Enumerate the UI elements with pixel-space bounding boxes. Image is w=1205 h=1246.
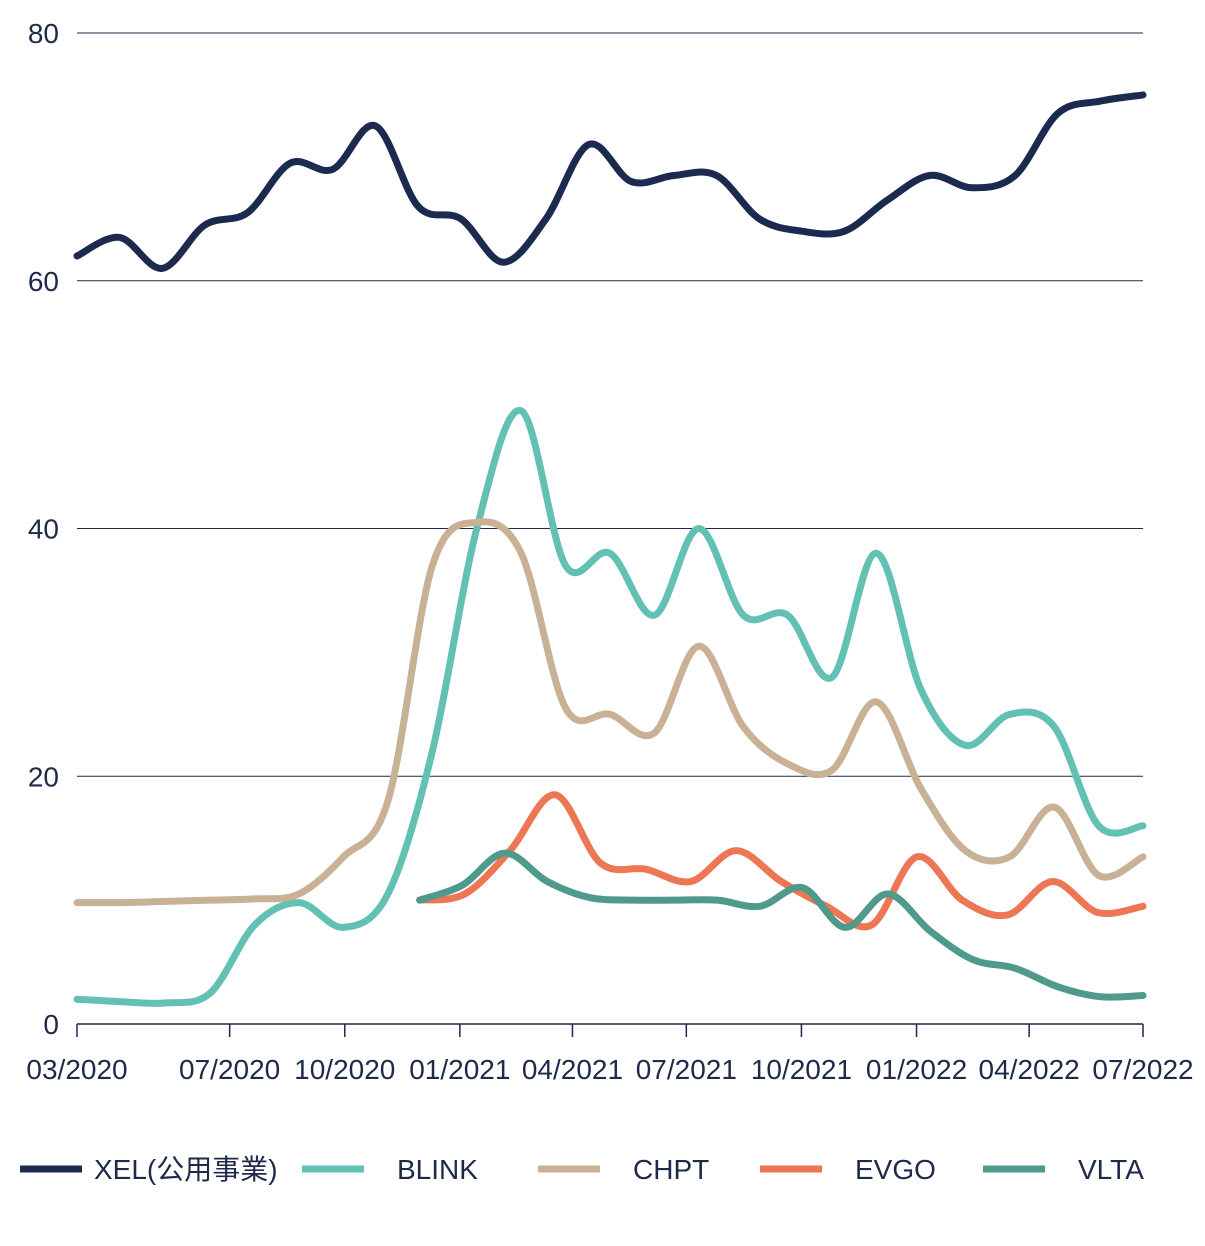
y-tick-label: 0 xyxy=(43,1009,59,1040)
y-tick-label: 80 xyxy=(28,18,59,49)
legend-label-blink: BLINK xyxy=(397,1154,478,1185)
x-tick-label: 01/2022 xyxy=(866,1054,967,1085)
x-tick-label: 10/2020 xyxy=(294,1054,395,1085)
legend-label-chpt: CHPT xyxy=(633,1154,709,1185)
series-line-chpt xyxy=(73,518,1147,907)
series-lines xyxy=(73,91,1147,1007)
grid-lines xyxy=(77,32,1143,777)
series-line-xel xyxy=(73,91,1147,272)
series-line-blink xyxy=(73,407,1147,1007)
x-tick-label: 07/2020 xyxy=(179,1054,280,1085)
y-tick-label: 20 xyxy=(28,761,59,792)
legend: XEL(公用事業) BLINK CHPT EVGO VLTA xyxy=(20,1154,1144,1185)
series-line-evgo xyxy=(416,791,1147,931)
x-tick-label: 04/2021 xyxy=(522,1054,623,1085)
x-tick-label: 10/2021 xyxy=(751,1054,852,1085)
x-tick-label: 03/2020 xyxy=(26,1054,127,1085)
x-tick-label: 07/2021 xyxy=(636,1054,737,1085)
x-tick-label: 04/2022 xyxy=(979,1054,1080,1085)
legend-label-vlta: VLTA xyxy=(1078,1154,1144,1185)
y-axis-tick-labels: 0 20 40 60 80 xyxy=(28,18,59,1040)
x-tick-label: 01/2021 xyxy=(409,1054,510,1085)
legend-label-evgo: EVGO xyxy=(855,1154,936,1185)
x-axis: 03/2020 07/2020 10/2020 01/2021 04/2021 07/20… xyxy=(26,1023,1194,1085)
series-line-vlta xyxy=(416,849,1147,1001)
legend-label-xel: XEL(公用事業) xyxy=(94,1154,278,1185)
y-tick-label: 40 xyxy=(28,514,59,545)
x-tick-label: 07/2022 xyxy=(1092,1054,1193,1085)
y-tick-label: 60 xyxy=(28,266,59,297)
